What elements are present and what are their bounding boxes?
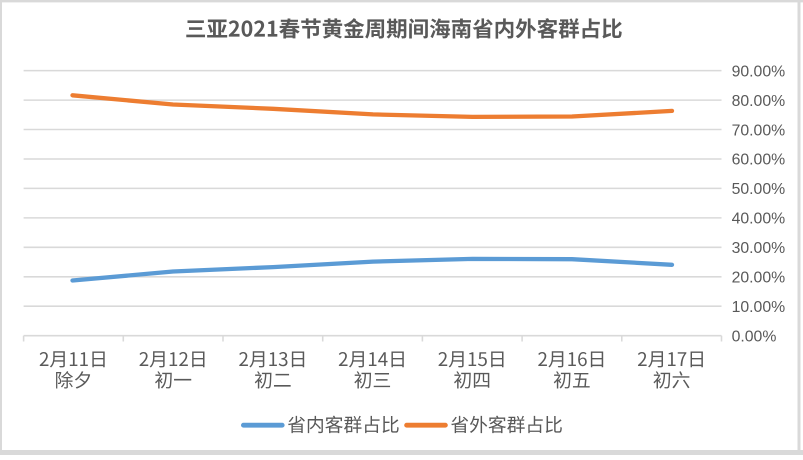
svg-text:0.00%: 0.00% bbox=[732, 329, 777, 346]
svg-text:70.00%: 70.00% bbox=[732, 122, 786, 139]
svg-text:90.00%: 90.00% bbox=[732, 63, 786, 80]
svg-text:40.00%: 40.00% bbox=[732, 211, 786, 228]
svg-text:60.00%: 60.00% bbox=[732, 152, 786, 169]
svg-text:20.00%: 20.00% bbox=[732, 270, 786, 287]
svg-text:30.00%: 30.00% bbox=[732, 240, 786, 257]
svg-text:10.00%: 10.00% bbox=[732, 299, 786, 316]
svg-text:50.00%: 50.00% bbox=[732, 181, 786, 198]
svg-text:80.00%: 80.00% bbox=[732, 93, 786, 110]
